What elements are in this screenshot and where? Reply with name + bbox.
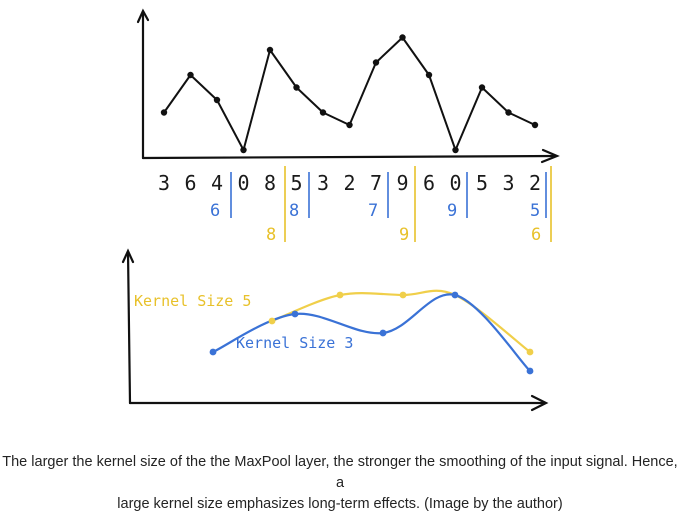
kernel3-value: 5 [530,201,540,221]
signal-digit: 3 [317,171,329,195]
kernel5-value: 9 [399,225,409,245]
input-signal-line [163,36,536,151]
caption-line-1: The larger the kernel size of the the Ma… [2,454,678,491]
signal-point [187,71,194,79]
signal-point [505,109,512,116]
kernel3-value: 8 [289,201,299,221]
signal-point [478,84,486,91]
bottom-y-axis [126,250,132,405]
kernel5-value: 8 [266,225,276,245]
kernel3-value: 7 [368,201,378,221]
kernel5-point [399,291,407,299]
bottom-x-arrow [530,394,549,412]
kernel3-value: 6 [210,201,220,221]
signal-point [293,84,300,91]
input-signal-points [160,34,539,154]
kernel5-separators [284,166,552,242]
signal-point [160,109,168,116]
kernel3-points [209,291,534,375]
signal-digit: 9 [397,171,409,195]
signal-point [372,59,380,66]
kernel5-point [268,317,276,325]
signal-digit: 3 [503,171,515,195]
signal-point [319,109,327,116]
signal-digit: 5 [476,171,488,195]
kernel3-separators [230,172,547,218]
top-x-arrow [540,148,560,164]
kernel5-points [268,291,534,356]
signal-digit: 2 [344,171,356,195]
kernel3-point [379,329,387,337]
signal-digit: 8 [264,171,276,195]
kernel3-value: 9 [447,201,457,221]
kernel3-label: Kernel Size 3 [236,334,353,352]
kernel3-maxpool-values: 6 8 7 9 5 [210,201,540,221]
bottom-axes [121,248,549,412]
signal-digit: 3 [158,171,170,195]
top-y-arrow [136,8,150,24]
signal-point [399,34,406,41]
top-axes [136,8,560,164]
kernel5-point [336,291,344,299]
kernel3-point [291,310,299,318]
signal-digit: 6 [185,171,197,195]
signal-point [346,121,353,129]
signal-digit: 0 [450,171,462,195]
bottom-y-arrow [121,248,135,264]
kernel5-maxpool-values: 8 9 6 [266,225,541,245]
kernel3-point [451,291,459,299]
signal-point [425,71,433,79]
top-x-axis [141,154,558,160]
signal-digit: 6 [423,171,435,195]
signal-point [531,121,539,129]
signal-digit: 5 [291,171,303,195]
signal-point [452,146,459,154]
kernel3-point [209,348,217,356]
kernel5-value: 6 [531,225,541,245]
kernel5-point [526,348,534,356]
kernel5-label: Kernel Size 5 [134,292,251,310]
signal-point [213,96,221,104]
signal-digit: 4 [211,171,223,195]
kernel3-point [526,367,534,375]
signal-digit: 7 [370,171,382,195]
signal-digit: 0 [238,171,250,195]
signal-point [266,46,274,54]
signal-point [240,146,247,154]
signal-digit: 2 [529,171,541,195]
kernel3-curve [212,293,531,372]
caption-line-2: large kernel size emphasizes long-term e… [117,496,563,512]
figure-caption: The larger the kernel size of the the Ma… [0,452,680,515]
